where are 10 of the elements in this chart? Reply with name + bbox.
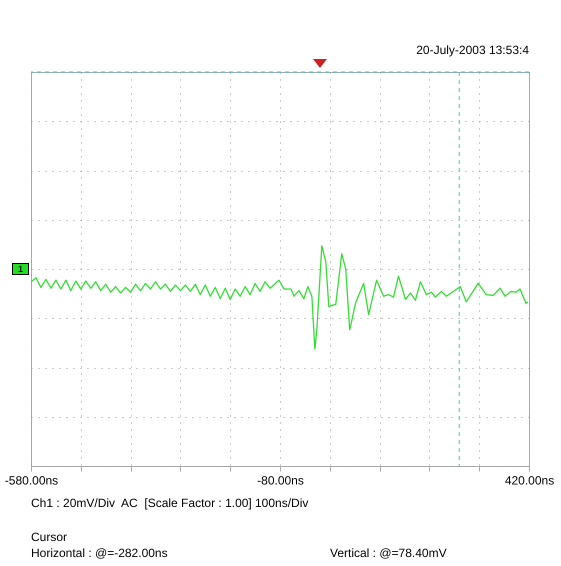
text: Cursor xyxy=(31,530,68,544)
x-tick-label: -580.00ns xyxy=(4,474,58,488)
text: 20-July-2003 13:53:4 xyxy=(416,43,529,57)
text: 1 xyxy=(12,263,30,275)
text: Vertical : @=78.40mV xyxy=(330,546,447,560)
text: Horizontal : @=-282.00ns xyxy=(31,546,168,560)
x-tick-label: -80.00ns xyxy=(257,474,304,488)
text: 100ns/Div xyxy=(255,496,308,510)
text: Ch1 : 20mV/Div AC [Scale Factor : 1.00] xyxy=(31,496,252,510)
x-tick-label: 420.00ns xyxy=(504,474,554,488)
